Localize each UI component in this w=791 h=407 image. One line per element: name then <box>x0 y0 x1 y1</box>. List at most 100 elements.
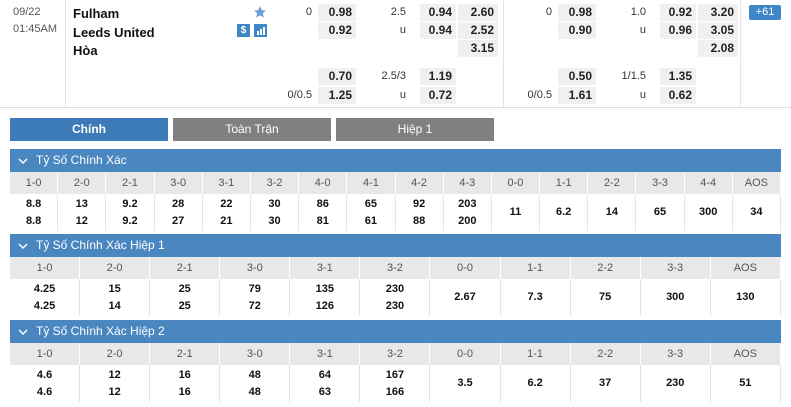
money-icon[interactable]: $ <box>237 24 250 37</box>
odds-value[interactable]: 64 <box>318 368 331 381</box>
odds-value[interactable]: 51 <box>739 377 752 389</box>
collapse-icon[interactable] <box>18 156 28 166</box>
odds-value[interactable]: 0.62 <box>660 87 696 104</box>
odds-value[interactable]: 9.2 <box>122 214 138 227</box>
odds-value[interactable]: 3.5 <box>457 377 473 389</box>
odds-value[interactable]: 230 <box>385 282 405 295</box>
odds-value[interactable]: 4.6 <box>36 368 53 381</box>
odds-value[interactable]: 0.50 <box>558 68 596 85</box>
odds-value[interactable]: 4.25 <box>33 282 56 295</box>
odds-value[interactable]: 81 <box>316 214 329 227</box>
odds-value[interactable]: 6.2 <box>556 206 572 218</box>
odds-value[interactable]: 1.61 <box>558 87 596 104</box>
odds-value[interactable]: 37 <box>599 377 612 389</box>
odds-value[interactable]: 65 <box>364 197 378 210</box>
odds-value[interactable]: 6.2 <box>527 377 543 389</box>
odds-value[interactable]: 30 <box>268 214 281 227</box>
odds-value[interactable]: 1.35 <box>660 68 696 85</box>
odds-value[interactable]: 21 <box>220 214 233 227</box>
odds-value[interactable]: 0.96 <box>660 22 696 39</box>
odds-value[interactable]: 1.25 <box>318 87 356 104</box>
odds-value[interactable]: 22 <box>220 197 233 210</box>
star-icon[interactable] <box>253 5 267 19</box>
odds-value[interactable]: 16 <box>178 368 191 381</box>
odds-value[interactable]: 25 <box>178 299 191 312</box>
odds-value[interactable]: 2.52 <box>458 22 498 39</box>
collapse-icon[interactable] <box>18 241 28 251</box>
odds-value[interactable]: 27 <box>172 214 185 227</box>
section-title[interactable]: Tỷ Số Chính Xác Hiệp 1 <box>10 234 781 257</box>
odds-value[interactable]: 130 <box>736 291 755 303</box>
odds-value[interactable]: 4.25 <box>33 299 56 312</box>
header-row: 1-0 2-0 2-1 3-0 3-1 3-2 4-0 4-1 4-2 4-3 0-0 1-1 2-2 3… <box>10 172 781 194</box>
odds-value[interactable]: 2.60 <box>458 4 498 21</box>
odds-value[interactable]: 25 <box>178 282 191 295</box>
odds-value[interactable]: 30 <box>268 197 281 210</box>
section-title[interactable]: Tỷ Số Chính Xác <box>10 149 781 172</box>
odds-value[interactable]: 200 <box>458 214 477 227</box>
odds-value[interactable]: 72 <box>248 299 261 312</box>
odds-value[interactable]: 4.6 <box>36 385 53 398</box>
odds-value[interactable]: 0.94 <box>420 4 456 21</box>
odds-value[interactable]: 0.94 <box>420 22 456 39</box>
odds-value[interactable]: 92 <box>412 197 426 210</box>
odds-value[interactable]: 61 <box>364 214 378 227</box>
odds-value[interactable]: 230 <box>666 377 685 389</box>
odds-value[interactable]: 13 <box>75 197 88 210</box>
odds-value[interactable]: 3.15 <box>458 40 498 57</box>
odds-value[interactable]: 12 <box>108 368 121 381</box>
odds-value[interactable]: 166 <box>385 385 405 398</box>
odds-value[interactable]: 0.98 <box>318 4 356 21</box>
odds-value[interactable]: 0.90 <box>558 22 596 39</box>
odds-value[interactable]: 9.2 <box>122 197 138 210</box>
odds-value[interactable]: 1.19 <box>420 68 456 85</box>
odds-value[interactable]: 3.05 <box>698 22 738 39</box>
odds-value[interactable]: 2.67 <box>454 291 476 303</box>
odds-value[interactable]: 0.92 <box>318 22 356 39</box>
odds-value[interactable]: 12 <box>108 385 121 398</box>
collapse-icon[interactable] <box>18 327 28 337</box>
odds-value[interactable]: 65 <box>653 206 667 218</box>
chart-icon[interactable] <box>254 24 267 37</box>
odds-value[interactable]: 79 <box>248 282 261 295</box>
odds-value[interactable]: 12 <box>75 214 88 227</box>
odds-value[interactable]: 167 <box>385 368 405 381</box>
tab[interactable]: Chính <box>10 118 168 141</box>
odds-value[interactable]: 0.72 <box>420 87 456 104</box>
odds-value[interactable]: 230 <box>385 299 405 312</box>
tab[interactable]: Toàn Trận <box>173 118 331 141</box>
odds-cell: 11 <box>492 194 541 231</box>
odds-value[interactable]: 7.3 <box>527 291 543 303</box>
odds-value[interactable]: 14 <box>605 206 618 218</box>
odds-value[interactable]: 300 <box>699 206 718 218</box>
odds-value[interactable]: 203 <box>458 197 477 210</box>
odds-value[interactable]: 8.8 <box>25 214 42 227</box>
odds-value[interactable]: 3.20 <box>698 4 738 21</box>
more-button[interactable]: +61 <box>749 5 781 20</box>
tab[interactable]: Hiệp 1 <box>336 118 494 141</box>
odds-value[interactable]: 48 <box>248 385 261 398</box>
odds-value[interactable]: 15 <box>108 282 121 295</box>
odds-value[interactable]: 126 <box>315 299 335 312</box>
odds-value[interactable]: 28 <box>172 197 185 210</box>
odds-value[interactable]: 88 <box>412 214 426 227</box>
odds-value[interactable]: 75 <box>599 291 612 303</box>
odds-value[interactable]: 8.8 <box>25 197 42 210</box>
odds-value[interactable]: 135 <box>315 282 335 295</box>
odds-value[interactable]: 0.98 <box>558 4 596 21</box>
odds-value[interactable]: 16 <box>178 385 191 398</box>
section-title[interactable]: Tỷ Số Chính Xác Hiệp 2 <box>10 320 781 343</box>
odds-value[interactable]: 63 <box>318 385 331 398</box>
odds-value[interactable]: 0.70 <box>318 68 356 85</box>
odds-value[interactable]: 86 <box>316 197 329 210</box>
odds-value[interactable]: 14 <box>108 299 121 312</box>
odds-value[interactable]: 2.08 <box>698 40 738 57</box>
score-header: 1-0 <box>10 343 81 365</box>
odds-value[interactable]: 48 <box>248 368 261 381</box>
odds-value[interactable]: 11 <box>509 206 522 218</box>
odds-value[interactable]: 300 <box>666 291 685 303</box>
odds-cell: 92 88 <box>396 194 444 231</box>
odds-value[interactable]: 0.92 <box>660 4 696 21</box>
odds-value[interactable]: 34 <box>750 206 763 218</box>
odds-cell: 135 126 <box>290 279 361 316</box>
